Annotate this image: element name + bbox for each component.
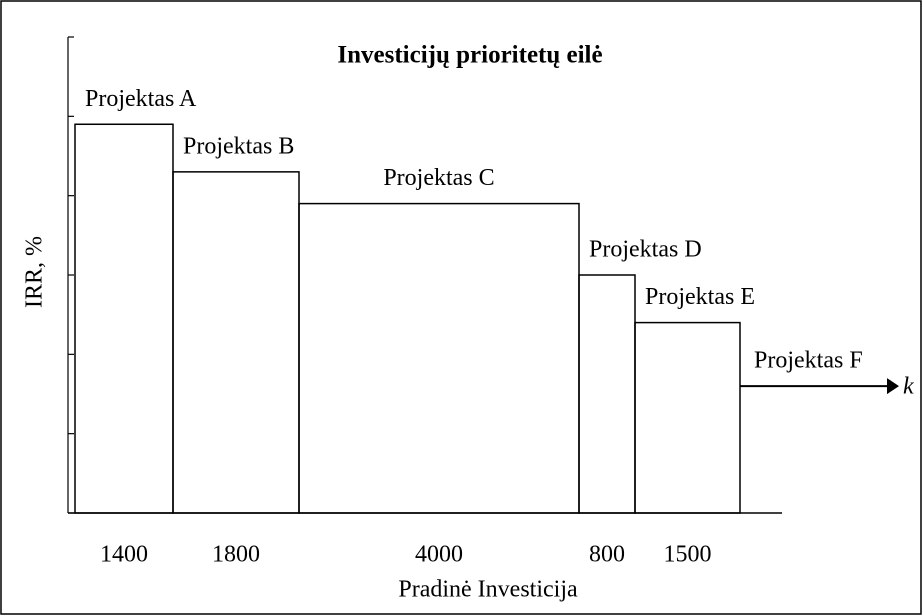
bar-label: Projektas D	[589, 237, 702, 263]
width-label: 1800	[212, 542, 260, 568]
bar	[578, 274, 636, 514]
width-label: 1400	[100, 542, 148, 568]
arrow-head	[887, 378, 899, 395]
width-label: 800	[589, 542, 625, 568]
bar	[634, 321, 741, 514]
width-label: 4000	[415, 542, 463, 568]
chart-title: Investicijų prioritetų eilė	[337, 42, 602, 69]
bar-label: Projektas F	[754, 348, 863, 374]
x-axis-label: Pradinė Investicija	[398, 577, 578, 603]
width-label: 1500	[664, 542, 712, 568]
bar-label: Projektas E	[645, 284, 755, 310]
bar	[172, 171, 300, 514]
bar-label: Projektas C	[383, 165, 494, 191]
bar	[298, 202, 580, 514]
bar	[74, 123, 174, 514]
annotation: k	[903, 374, 914, 400]
y-axis-label: IRR, %	[22, 236, 48, 308]
bar-label: Projektas B	[183, 133, 294, 159]
bar-label: Projektas A	[85, 86, 197, 112]
